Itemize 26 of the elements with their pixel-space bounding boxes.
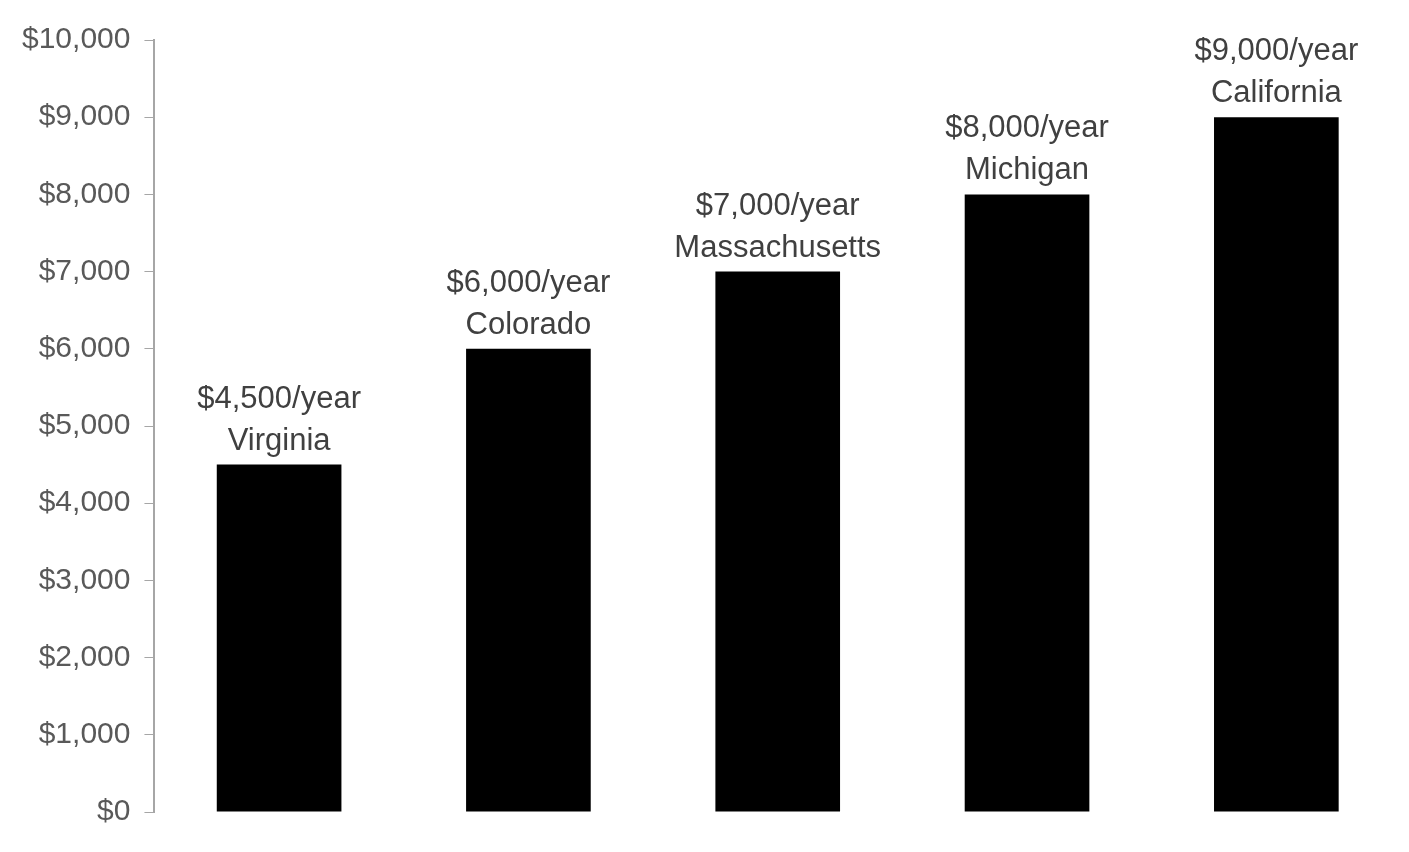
x-tick-label: Michigan	[965, 151, 1090, 187]
data-label: $9,000/year	[1194, 32, 1359, 68]
bar	[216, 464, 342, 812]
bar	[1214, 117, 1339, 812]
data-label: $7,000/year	[695, 186, 860, 222]
bar	[964, 194, 1090, 812]
y-tick-label: $9,000	[38, 98, 131, 132]
bar	[715, 271, 841, 812]
y-tick-label: $7,000	[38, 252, 131, 286]
y-tick-label: $6,000	[38, 330, 131, 364]
x-tick-label: Virginia	[227, 421, 332, 457]
x-tick-label: Colorado	[465, 305, 592, 341]
y-tick-label: $4,000	[38, 484, 131, 518]
data-label: $4,500/year	[197, 379, 361, 415]
y-tick-label: $8,000	[38, 175, 131, 209]
data-label: $8,000/year	[945, 109, 1109, 145]
y-tick-label: $10,000	[21, 21, 131, 55]
x-tick-label: Massachusetts	[674, 228, 882, 264]
y-tick-label: $3,000	[38, 561, 131, 595]
y-tick-label: $1,000	[38, 716, 131, 750]
y-tick-label: $0	[97, 793, 131, 827]
x-tick-label: California	[1210, 74, 1343, 110]
data-label: $6,000/year	[446, 263, 611, 299]
y-tick-label: $5,000	[38, 407, 131, 441]
bar	[466, 348, 591, 812]
y-tick-label: $2,000	[38, 638, 131, 672]
